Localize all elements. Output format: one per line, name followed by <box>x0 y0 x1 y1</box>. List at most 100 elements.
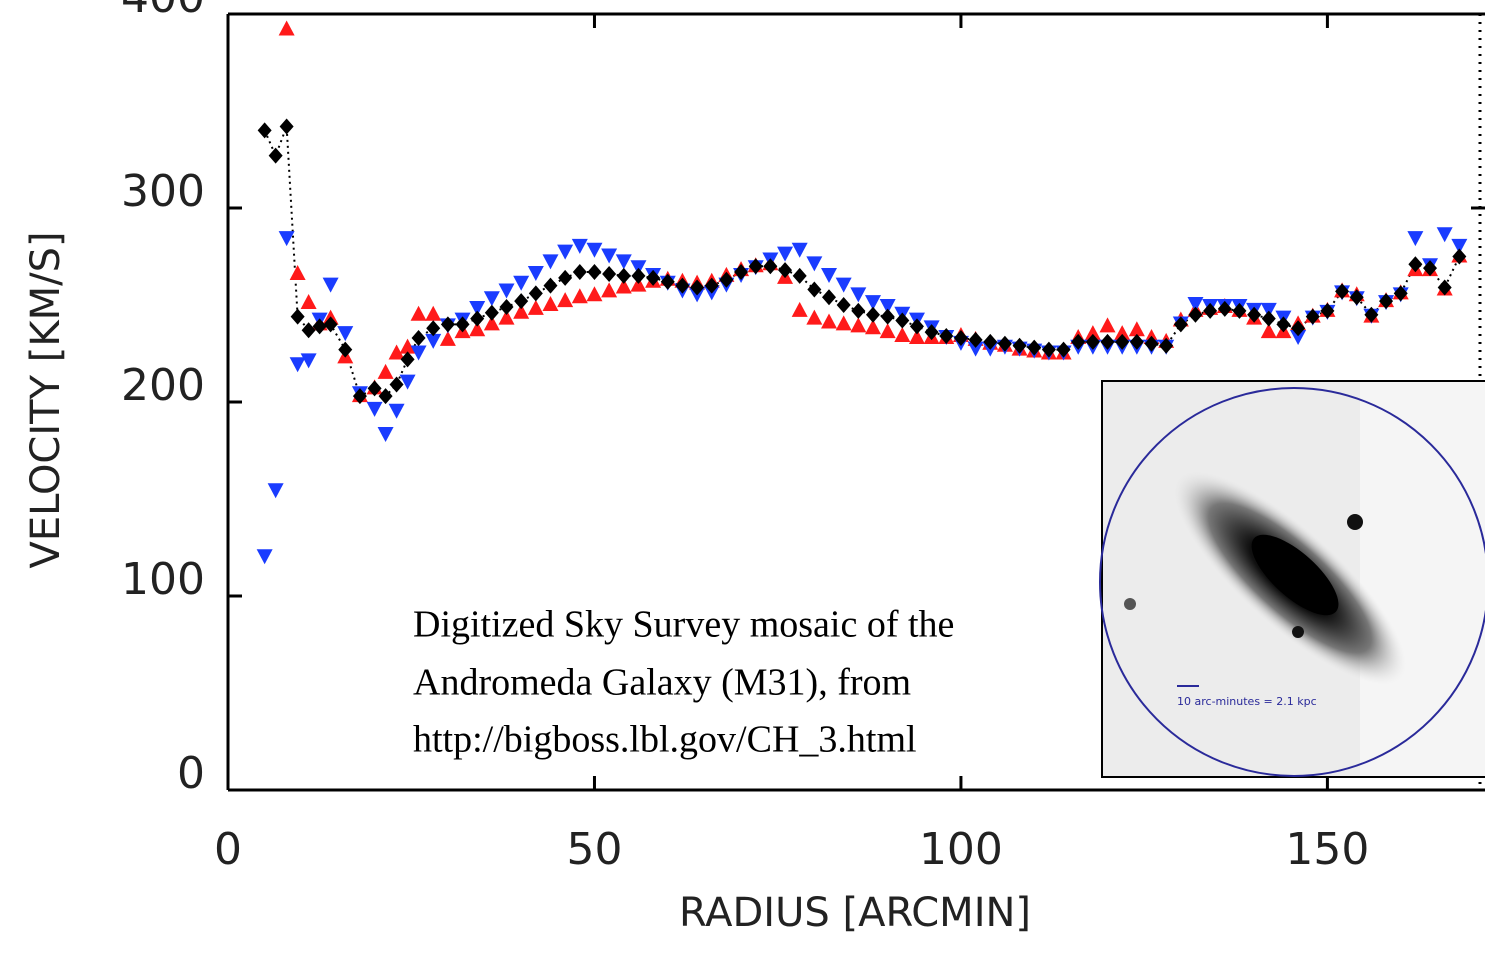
point <box>851 302 866 319</box>
point <box>499 298 514 315</box>
point <box>498 309 515 325</box>
point <box>399 338 416 354</box>
x-tick-label: 50 <box>566 824 622 875</box>
point <box>983 333 998 350</box>
satellite <box>1292 626 1304 638</box>
point <box>615 278 632 294</box>
point <box>410 305 427 321</box>
point <box>660 273 675 290</box>
y-tick-label: 0 <box>177 748 205 799</box>
point <box>1423 260 1438 277</box>
annotation: Andromeda Galaxy (M31), from <box>413 662 911 704</box>
point <box>256 549 273 565</box>
x-tick-label: 0 <box>214 824 242 875</box>
point <box>719 271 734 288</box>
point <box>1203 302 1218 319</box>
point <box>953 329 968 346</box>
point <box>1436 227 1453 243</box>
point <box>1276 316 1291 333</box>
point <box>821 267 838 283</box>
point <box>646 269 661 286</box>
point <box>1115 333 1130 350</box>
galaxy-core <box>1251 534 1339 616</box>
point <box>469 321 486 337</box>
point <box>1320 302 1335 319</box>
point <box>939 328 954 345</box>
point <box>792 267 807 284</box>
point <box>1056 341 1071 358</box>
point <box>1305 308 1320 325</box>
point <box>880 308 895 325</box>
point <box>879 299 896 314</box>
point <box>1114 325 1131 341</box>
point <box>1144 335 1159 352</box>
point <box>322 277 339 293</box>
point <box>498 283 515 299</box>
point <box>997 335 1012 352</box>
point <box>850 317 867 333</box>
point <box>835 315 852 331</box>
point <box>378 388 393 405</box>
point <box>909 318 924 335</box>
point <box>1290 330 1307 346</box>
point <box>1349 289 1364 306</box>
point <box>542 254 559 270</box>
point <box>675 277 690 294</box>
point <box>1128 321 1145 337</box>
point <box>557 292 574 308</box>
annotation: http://bigboss.lbl.gov/CH_3.html <box>413 719 917 761</box>
point <box>967 341 984 357</box>
point <box>1335 283 1350 300</box>
point <box>778 262 793 279</box>
point <box>425 305 442 321</box>
point <box>411 329 426 346</box>
point <box>571 288 588 304</box>
point <box>426 320 441 337</box>
point <box>300 353 317 369</box>
point <box>367 380 382 397</box>
point <box>338 341 353 358</box>
point <box>1232 302 1247 319</box>
point <box>352 388 367 405</box>
point <box>527 299 544 315</box>
point <box>1041 341 1056 358</box>
point <box>1451 238 1468 254</box>
point <box>483 315 500 331</box>
point <box>630 260 647 276</box>
point <box>1260 323 1277 339</box>
point <box>587 264 602 281</box>
point <box>455 316 470 333</box>
point <box>1261 310 1276 327</box>
point <box>1187 297 1204 313</box>
point <box>388 344 405 360</box>
point <box>279 118 294 135</box>
point <box>469 300 486 316</box>
point <box>748 258 763 275</box>
x-tick-label: 150 <box>1285 824 1369 875</box>
y-tick-label: 100 <box>121 554 205 605</box>
point <box>864 319 881 335</box>
point <box>1408 256 1423 273</box>
point <box>542 296 559 311</box>
point <box>558 269 573 286</box>
point <box>1364 306 1379 323</box>
point <box>267 483 284 499</box>
point <box>1159 337 1174 354</box>
satellite <box>1347 514 1363 530</box>
point <box>289 264 306 280</box>
point <box>1173 316 1188 333</box>
point <box>1407 231 1424 247</box>
point <box>821 313 838 329</box>
point <box>483 291 500 307</box>
point <box>835 277 852 293</box>
point <box>1099 317 1116 333</box>
point <box>602 265 617 282</box>
point <box>850 287 867 303</box>
point <box>366 401 383 417</box>
point <box>1437 279 1452 296</box>
point <box>1100 333 1115 350</box>
point <box>791 242 808 258</box>
point <box>557 244 574 260</box>
point <box>704 277 719 294</box>
y-tick-label: 400 <box>121 0 205 23</box>
